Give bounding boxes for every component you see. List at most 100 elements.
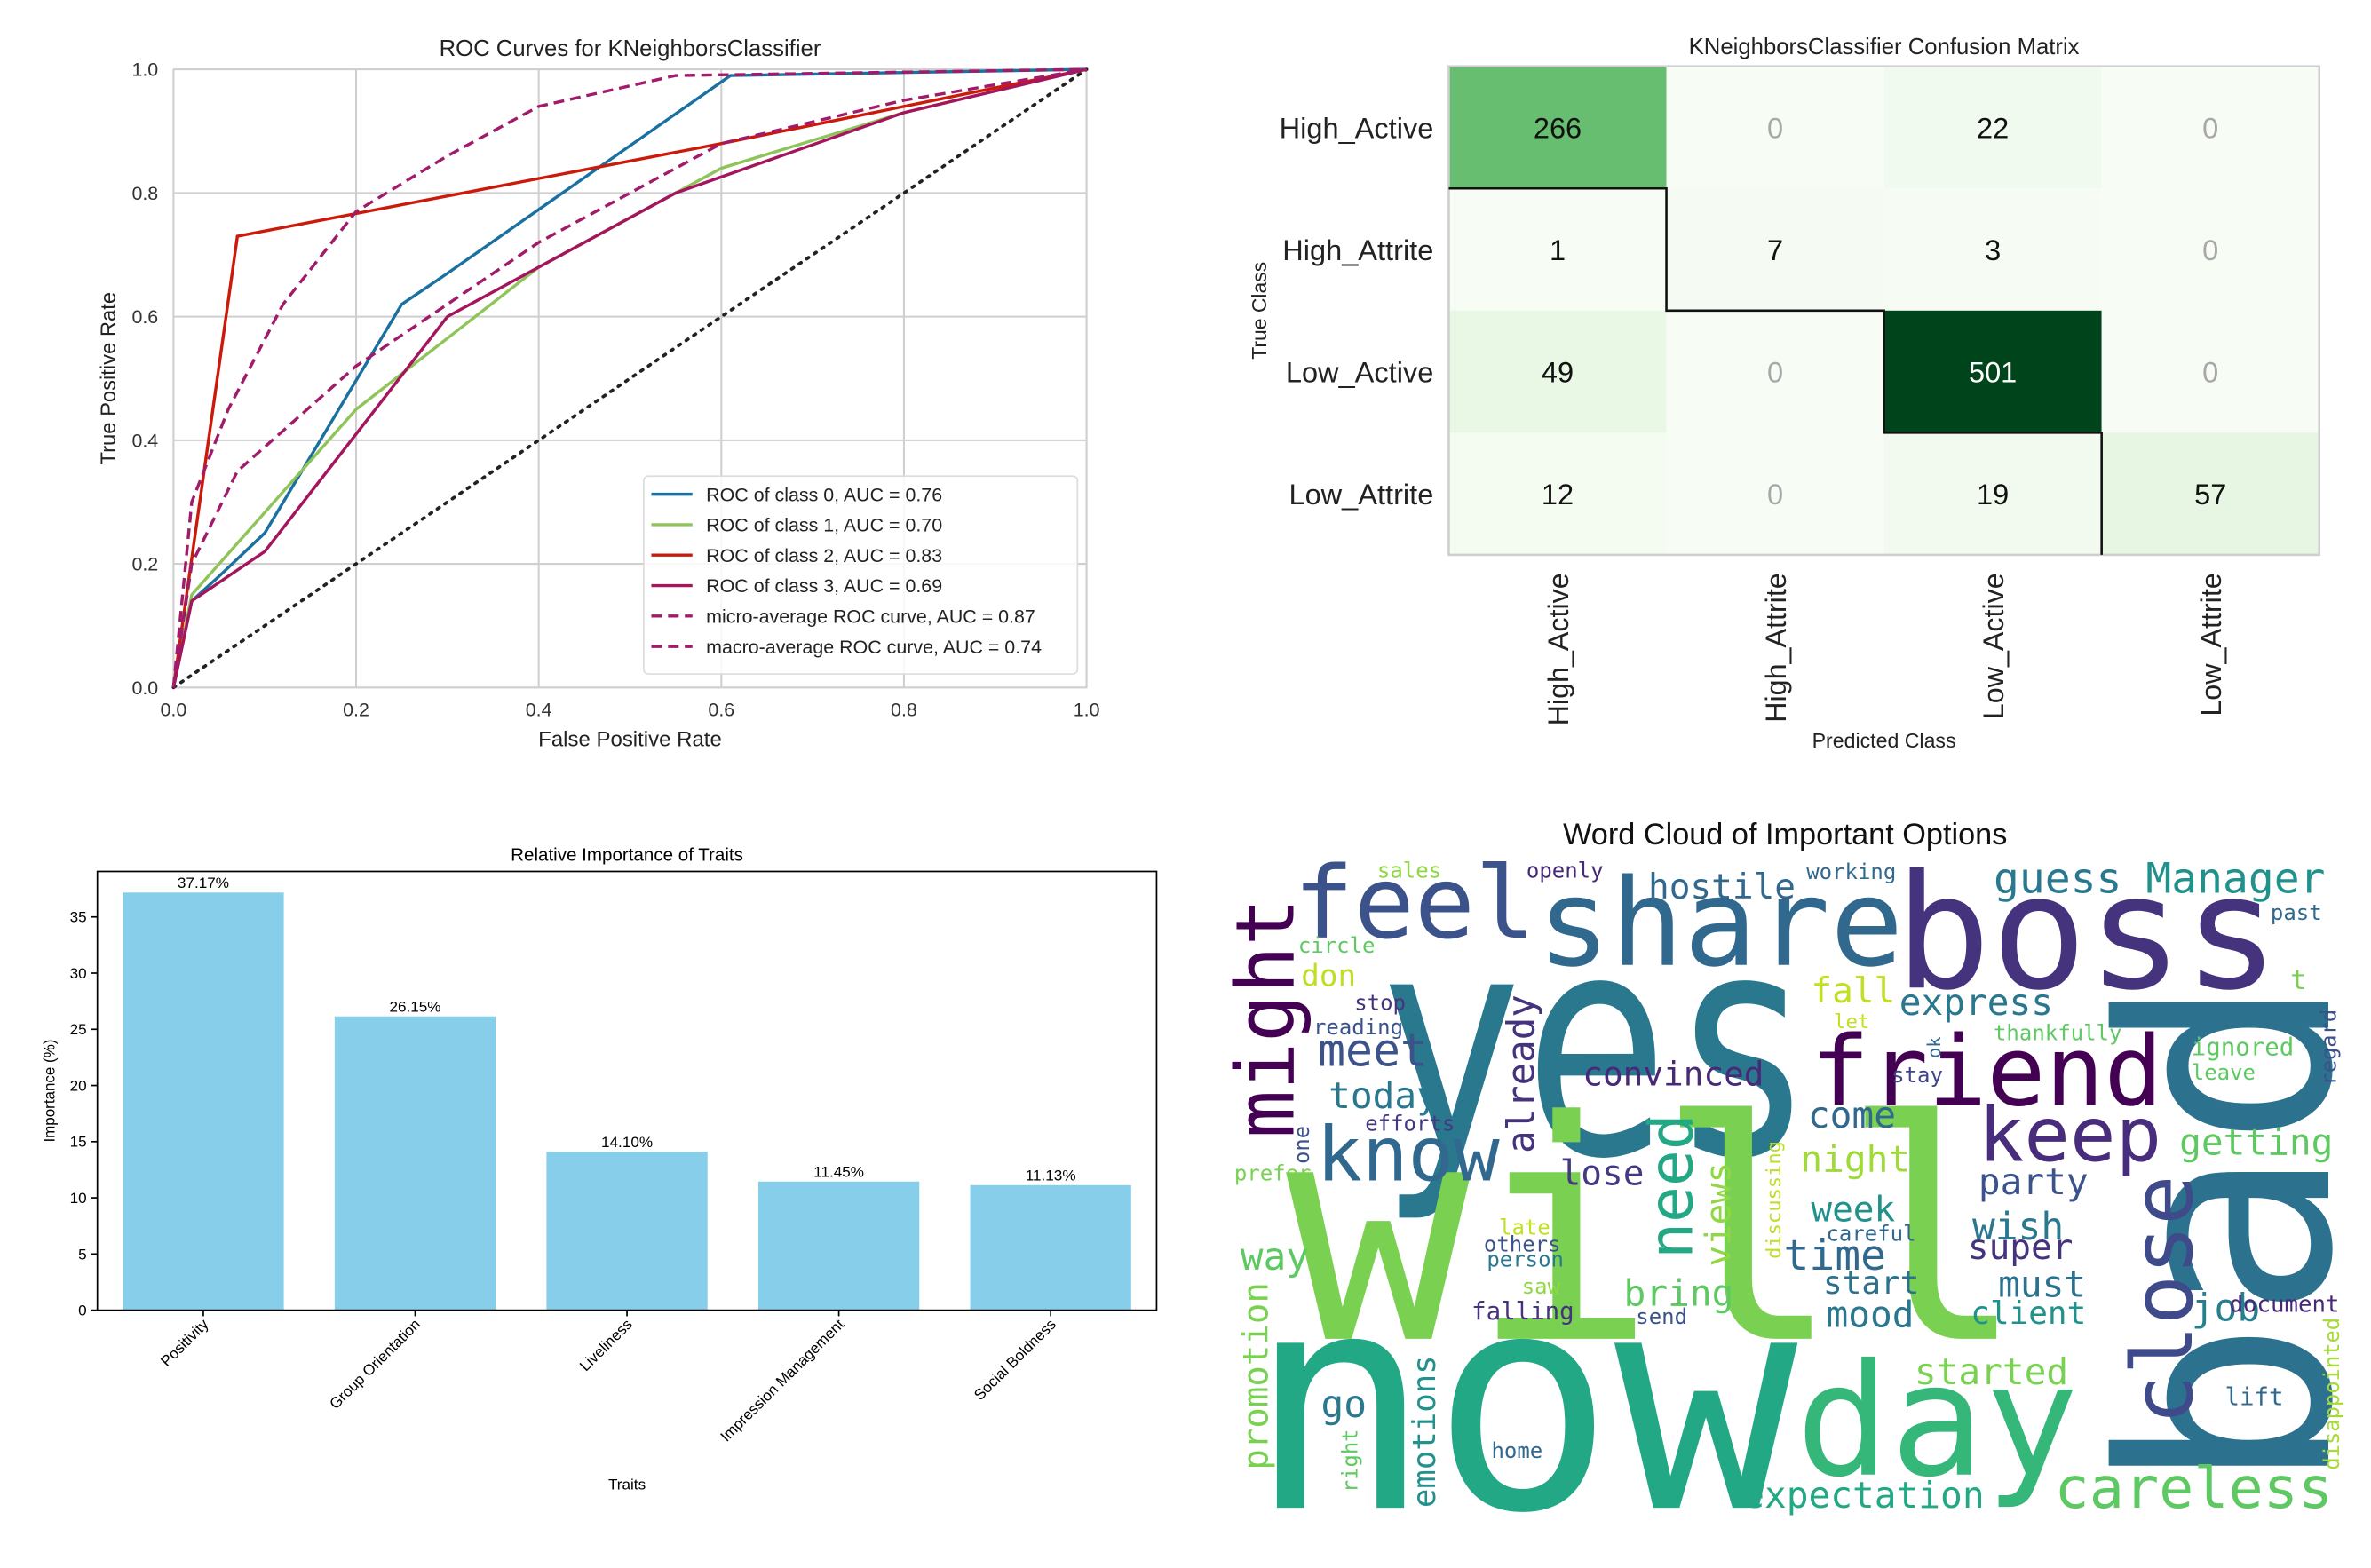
cell-label: 0 [1767,113,1783,145]
y-tick-label: 0.2 [131,554,158,575]
word: discussing [1763,1141,1786,1259]
x-tick-label: Impression Management [718,1316,848,1445]
column-label: High_Attrite [1760,573,1792,723]
word: stop [1354,991,1406,1016]
y-tick-label: 0.8 [131,183,158,204]
word: express [1899,981,2053,1024]
word: lift [2224,1384,2283,1412]
word: promotion [1236,1282,1276,1470]
word: careless [2055,1455,2334,1522]
x-tick-label: 0.6 [708,700,734,721]
x-tick-label: 1.0 [1074,700,1100,721]
plot-frame [1447,65,2321,557]
cell-label: 0 [2202,357,2218,389]
word: started [1915,1350,2068,1393]
word: wish [1972,1205,2064,1249]
cell-label: 19 [1977,479,2009,511]
x-tick-label: Social Boldness [971,1316,1059,1404]
plot-frame [96,870,1158,1311]
y-tick-label: 25 [70,1021,87,1038]
x-tick-label: Positivity [157,1316,212,1370]
word: openly [1526,858,1604,883]
value-label: 37.17% [178,875,229,891]
word: thankfully [1994,1021,2121,1046]
word: already [1499,994,1543,1153]
column-label: Low_Attrite [2195,573,2227,716]
word: client [1971,1295,2086,1332]
word: today [1328,1074,1439,1117]
row-label: Low_Active [1286,357,1433,389]
word: sales [1377,858,1441,883]
word: keep [1978,1092,2161,1180]
x-tick-label: Group Orientation [326,1316,424,1413]
chart-title: ROC Curves for KNeighborsClassifier [440,36,821,61]
row-label: Low_Attrite [1289,479,1433,511]
chart-title: Word Cloud of Important Options [1563,818,2007,851]
y-tick-label: 0.0 [131,677,158,699]
word: boss [1895,842,2280,1026]
word: expectation [1742,1474,1984,1517]
x-axis-label: False Positive Rate [538,728,722,752]
cell-label: 1 [1550,234,1566,266]
word: reading [1313,1015,1403,1040]
word: circle [1298,933,1376,958]
cell-label: 7 [1767,234,1783,266]
word: will [1286,1057,2026,1411]
word: efforts [1365,1112,1455,1136]
bar [123,892,284,1311]
value-label: 14.10% [601,1134,653,1151]
x-tick-label: 0.2 [343,700,369,721]
cell-label: 49 [1542,357,1574,389]
bar [546,1152,708,1311]
chart-title: KNeighborsClassifier Confusion Matrix [1689,35,2080,59]
word: night [1800,1138,1910,1181]
cell-label: 22 [1977,113,2009,145]
word: bring [1624,1272,1734,1315]
word: need [1637,1113,1707,1259]
cell-label: 12 [1542,479,1574,511]
legend-box [643,475,1079,675]
cell-label: 0 [2202,113,2218,145]
word: late [1499,1216,1550,1240]
word: hostile [1648,867,1796,907]
word: ok [1923,1036,1945,1058]
y-tick-label: 15 [70,1134,87,1151]
cell-label: 266 [1534,113,1582,145]
legend-label: micro-average ROC curve, AUC = 0.87 [706,606,1035,628]
heatmap-cell [1666,310,1884,433]
word: others [1484,1232,1561,1257]
bar [970,1184,1131,1311]
y-tick-label: 30 [70,965,87,982]
word: Manager [2145,854,2325,903]
word: saw [1522,1274,1561,1299]
word: mood [1826,1293,1914,1335]
legend-label: macro-average ROC curve, AUC = 0.74 [706,637,1042,658]
cell-label: 0 [2202,234,2218,266]
word: close [2114,1176,2211,1425]
heatmap-cell [1883,188,2102,311]
word: lose [1560,1154,1645,1194]
heatmap-cell [1448,310,1667,433]
legend-label: ROC of class 2, AUC = 0.83 [706,545,942,566]
word: regard [2316,1010,2341,1086]
roc-curve [171,67,1088,688]
word: come [1808,1094,1896,1136]
heatmap-cell [1448,66,1667,189]
heatmap-cell [2101,188,2319,311]
y-axis-label: True Positive Rate [97,292,121,465]
word: must [1998,1263,2086,1306]
word: time [1783,1231,1886,1280]
word: party [1978,1160,2089,1203]
word: leave [2192,1060,2256,1085]
y-tick-label: 0.4 [131,431,158,452]
word: working [1806,859,1896,884]
word: super [1968,1228,2074,1268]
heatmap-cell [1666,66,1884,189]
cell-label: 0 [1767,357,1783,389]
y-tick-label: 10 [70,1190,87,1207]
word: let [1834,1010,1869,1033]
legend-label: ROC of class 1, AUC = 0.70 [706,515,942,536]
x-axis-label: Predicted Class [1812,729,1956,752]
